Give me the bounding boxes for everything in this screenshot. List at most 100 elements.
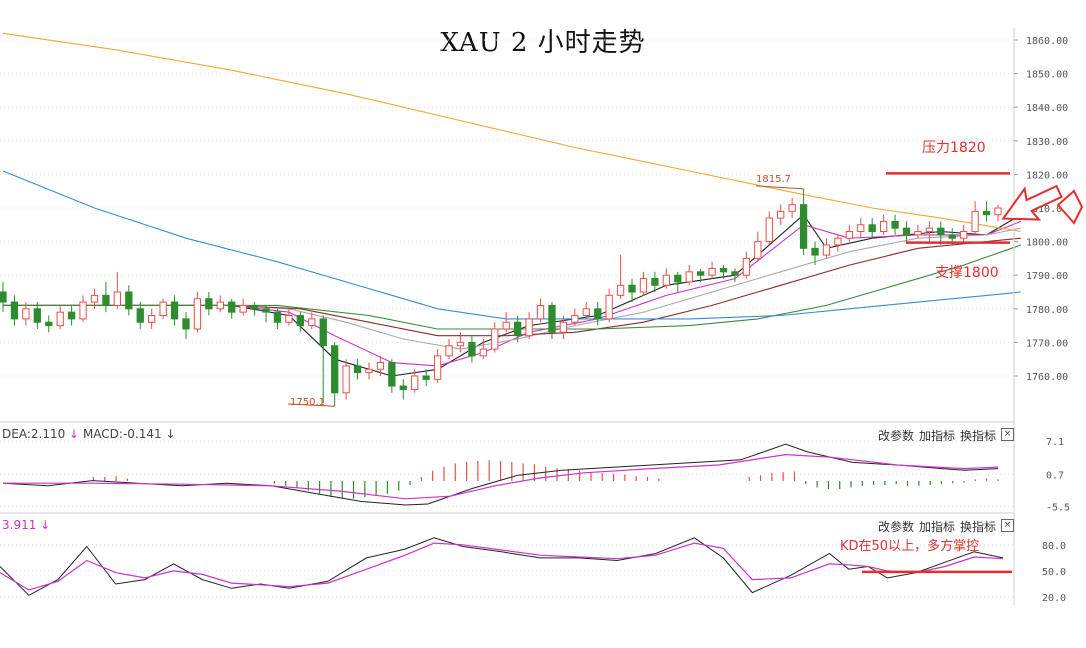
change-params-button[interactable]: 改参数 <box>878 429 915 443</box>
candle-up <box>525 318 533 337</box>
candle-up <box>22 308 30 320</box>
candle-down <box>228 301 236 313</box>
candle-up <box>365 368 373 374</box>
price-tick-label: 1850.00 <box>1026 70 1068 81</box>
candle-down <box>628 284 636 293</box>
candle-up <box>582 308 590 317</box>
kd-tick-label: 80.0 <box>1042 541 1066 552</box>
candle-down <box>651 278 659 286</box>
close-icon[interactable]: × <box>1001 519 1014 532</box>
candle-down <box>102 294 110 306</box>
candle-up <box>742 257 751 276</box>
candle-up <box>239 304 247 313</box>
candle-down <box>0 291 7 303</box>
macd-header: DEA:2.110 ↓ MACD:-0.141 ↓ <box>2 427 176 441</box>
candle-up <box>754 241 762 259</box>
candle-down <box>422 375 430 380</box>
moving-average-lines <box>2 32 1022 377</box>
candle-up <box>456 341 465 347</box>
right-arrow-icon <box>1056 189 1084 225</box>
kd-panel: 80.0 50.0 20.0 <box>0 537 1066 604</box>
macd-tick-label: 0.7 <box>1046 470 1064 481</box>
candle-down <box>250 304 259 310</box>
candle-up <box>708 267 716 276</box>
candle-up <box>433 355 442 380</box>
candle-up <box>960 231 968 239</box>
candle-down <box>948 234 956 239</box>
candle-up <box>994 207 1002 216</box>
dea-line <box>3 453 999 500</box>
low-marker-line <box>287 403 335 407</box>
candle-down <box>548 304 556 333</box>
kd-note-label: KD在50以上，多方掌控 <box>840 539 980 554</box>
candle-down <box>902 227 911 236</box>
price-tick-label: 1790.00 <box>1026 271 1068 282</box>
candle-down <box>811 247 819 256</box>
candle-up <box>834 237 842 246</box>
d-line <box>0 542 1004 591</box>
add-indicator-button[interactable]: 加指标 <box>919 429 956 443</box>
candle-up <box>857 224 865 233</box>
candle-up <box>845 231 853 239</box>
candle-down <box>273 311 282 323</box>
kd-header: 3.911 ↓ <box>2 518 50 532</box>
switch-indicator-button[interactable]: 换指标 <box>960 520 997 534</box>
candle-down <box>125 291 133 310</box>
candle-down <box>674 274 682 283</box>
candle-down <box>182 318 190 330</box>
candle-up <box>971 210 979 233</box>
dea-value: DEA:2.110 <box>2 427 66 441</box>
candle-up <box>479 348 487 357</box>
price-tick-label: 1860.00 <box>1026 36 1068 47</box>
candle-down <box>170 301 179 320</box>
add-indicator-button[interactable]: 加指标 <box>919 520 956 534</box>
candle-up <box>879 220 888 233</box>
kd-value: 3.911 <box>2 518 37 532</box>
candle-down <box>205 298 213 310</box>
switch-indicator-button[interactable]: 换指标 <box>960 429 997 443</box>
high-price-label: 1815.7 <box>756 174 791 185</box>
candle-up <box>559 321 568 333</box>
candle-up <box>113 291 122 306</box>
candle-up <box>765 217 773 243</box>
price-tick-label: 1840.00 <box>1026 103 1068 114</box>
close-icon[interactable]: × <box>1001 428 1014 441</box>
candle-down <box>331 345 339 394</box>
candle-up <box>491 328 499 350</box>
price-tick-label: 1810.00 <box>1026 204 1068 215</box>
k-line <box>0 537 1004 596</box>
candle-up <box>685 271 693 283</box>
low-price-label: 1750.1 <box>290 397 325 408</box>
candle-down <box>33 308 41 323</box>
candles <box>0 185 1002 407</box>
candle-down <box>594 308 602 320</box>
support-label: 支撑1800 <box>935 265 999 281</box>
ma-line-orange <box>2 32 1021 233</box>
candle-up <box>571 315 579 323</box>
candle-down <box>799 204 808 249</box>
candle-up <box>376 362 385 370</box>
level-lines <box>886 172 1010 244</box>
macd-tick-label: -5.5 <box>1046 503 1070 514</box>
macd-panel: 7.1 0.7 -5.5 <box>0 437 1070 514</box>
candle-up <box>159 301 167 317</box>
candle-up <box>777 210 785 219</box>
candle-up <box>445 345 453 357</box>
candle-up <box>79 301 87 320</box>
breakout-arrow-icon <box>1001 184 1063 221</box>
ma-line-darkred <box>3 237 1021 337</box>
candle-down <box>937 227 945 236</box>
change-params-button[interactable]: 改参数 <box>878 520 915 534</box>
candle-down <box>696 271 705 276</box>
price-axis: 1860.00 1850.00 1840.00 1830.00 1820.00 1810.… <box>1013 28 1068 605</box>
dea-arrow-icon: ↓ <box>69 427 80 441</box>
ma-line-blue <box>2 170 1021 320</box>
price-tick-label: 1780.00 <box>1026 305 1068 316</box>
high-marker-line <box>755 185 804 190</box>
candle-down <box>10 301 19 320</box>
price-tick-label: 1800.00 <box>1026 238 1068 249</box>
candle-up <box>925 227 934 233</box>
candle-down <box>45 321 53 327</box>
candle-up <box>605 294 613 320</box>
candle-down <box>891 220 899 229</box>
